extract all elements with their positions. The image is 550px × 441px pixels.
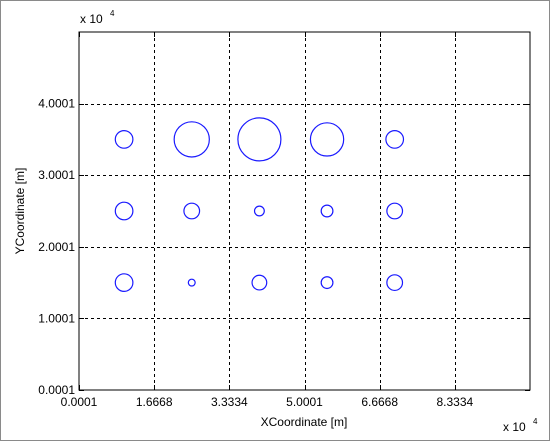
y-tick-label: 3.0001 bbox=[38, 168, 75, 182]
data-point bbox=[309, 122, 345, 157]
x-tick-labels: 0.0001 1.6668 3.3334 5.0001 6.6668 8.3334 bbox=[61, 395, 474, 409]
y-tick-label: 2.0001 bbox=[38, 240, 75, 254]
x-tick-label: 5.0001 bbox=[286, 395, 323, 409]
data-point bbox=[386, 202, 404, 220]
x-multiplier-exponent: 4 bbox=[533, 417, 538, 426]
y-multiplier-exponent: 4 bbox=[110, 9, 115, 18]
data-point bbox=[385, 130, 405, 149]
data-point bbox=[320, 276, 334, 290]
y-tick-label: 1.0001 bbox=[38, 311, 75, 325]
x-tick-label: 8.3334 bbox=[436, 395, 473, 409]
x-tick-label: 0.0001 bbox=[61, 395, 98, 409]
y-axis-label: YCoordinate [m] bbox=[13, 168, 27, 255]
plot-area bbox=[79, 32, 530, 390]
data-point bbox=[237, 117, 282, 162]
x-multiplier-label: x 10 bbox=[503, 420, 526, 434]
data-point bbox=[253, 205, 265, 217]
x-tick-label: 1.6668 bbox=[136, 395, 173, 409]
data-point bbox=[320, 204, 334, 218]
y-tick-labels: 0.0001 1.0001 2.0001 3.0001 4.0001 bbox=[38, 97, 75, 397]
data-point bbox=[187, 278, 196, 287]
y-multiplier-label: x 10 bbox=[80, 12, 103, 26]
data-point bbox=[114, 130, 134, 149]
x-tick-label: 6.6668 bbox=[361, 395, 398, 409]
y-tick-label: 0.0001 bbox=[38, 383, 75, 397]
data-point bbox=[114, 273, 134, 293]
x-tick-label: 3.3334 bbox=[211, 395, 248, 409]
data-point bbox=[114, 201, 134, 221]
data-point bbox=[386, 274, 404, 292]
plot-border bbox=[78, 31, 531, 391]
x-axis-label: XCoordinate [m] bbox=[261, 415, 348, 429]
data-point bbox=[183, 202, 201, 220]
y-tick-label: 4.0001 bbox=[38, 97, 75, 111]
data-points bbox=[114, 117, 405, 293]
data-point bbox=[251, 274, 268, 291]
data-point bbox=[173, 121, 210, 158]
axis-ticks bbox=[79, 32, 530, 391]
